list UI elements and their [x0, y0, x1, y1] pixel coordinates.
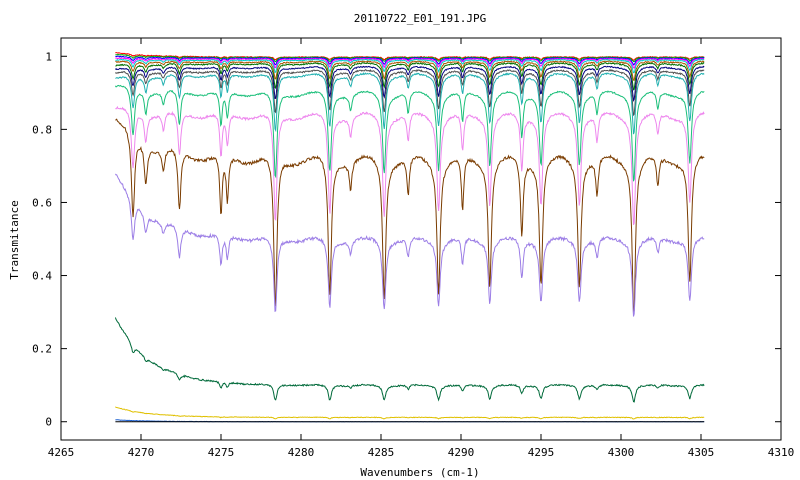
y-tick-label: 0: [45, 416, 52, 429]
series-line-6: [115, 60, 705, 81]
x-tick-label: 4305: [688, 446, 715, 459]
x-tick-label: 4280: [288, 446, 315, 459]
x-tick-label: 4290: [448, 446, 475, 459]
y-axis-ticks: 0 0.2 0.4 0.6 0.8 1: [32, 50, 781, 429]
plot-frame: [60, 37, 782, 441]
x-axis-ticks: 4265 4270 4275 4280 4285 4290 4295 4300 4305 4310: [48, 38, 795, 459]
x-tick-label: 4310: [768, 446, 795, 459]
series-line-13: [115, 118, 705, 314]
series-line-11: [114, 84, 705, 182]
series-line-9: [115, 68, 705, 117]
series-line-7: [115, 61, 705, 91]
x-tick-label: 4295: [528, 446, 555, 459]
series-layer: [114, 51, 705, 423]
x-tick-label: 4270: [128, 446, 155, 459]
y-tick-label: 0.2: [32, 343, 52, 356]
series-line-16: [115, 406, 705, 420]
x-tick-label: 4300: [608, 446, 635, 459]
x-tick-label: 4265: [48, 446, 75, 459]
y-tick-label: 0.8: [32, 123, 52, 136]
y-tick-label: 1: [45, 50, 52, 63]
series-line-4: [115, 57, 705, 69]
x-tick-label: 4275: [208, 446, 235, 459]
chart-title: 20110722_E01_191.JPG: [354, 12, 486, 25]
series-line-14: [114, 173, 705, 317]
series-line-15: [114, 317, 705, 403]
y-axis-label: Transmitance: [8, 200, 21, 279]
series-line-12: [115, 105, 705, 225]
y-tick-label: 0.4: [32, 270, 52, 283]
x-tick-label: 4285: [368, 446, 395, 459]
series-line-10: [115, 72, 705, 135]
series-line-3: [115, 55, 705, 66]
y-tick-label: 0.6: [32, 196, 52, 209]
series-line-5: [115, 58, 705, 74]
series-line-8: [115, 65, 705, 102]
x-axis-label: Wavenumbers (cm-1): [360, 466, 479, 479]
